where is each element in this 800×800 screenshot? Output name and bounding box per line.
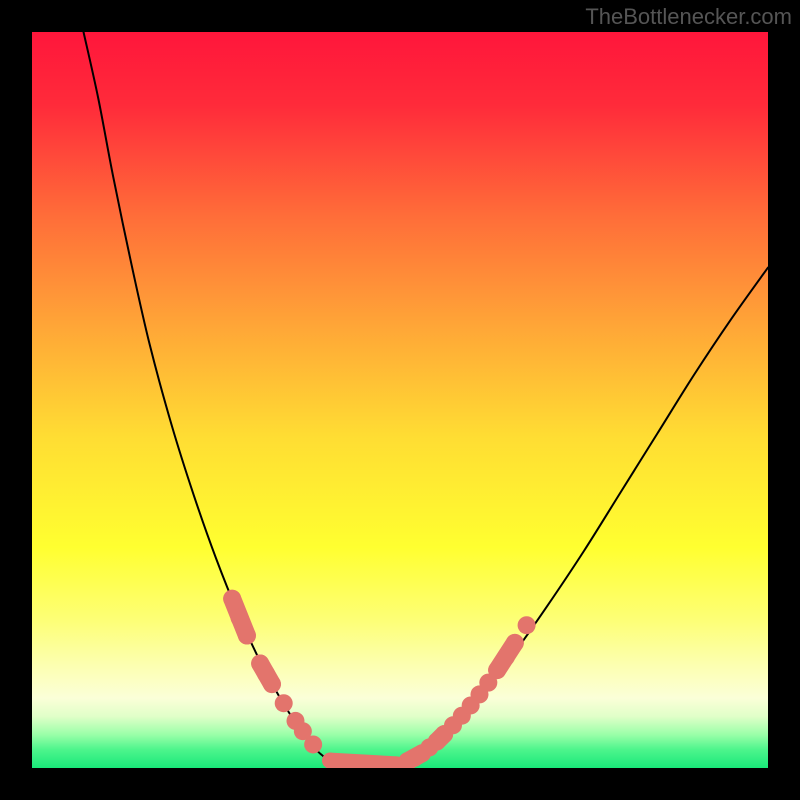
marker-dot	[231, 609, 249, 627]
plot-svg	[32, 32, 768, 768]
marker-dot	[304, 735, 322, 753]
marker-dot	[263, 675, 281, 693]
marker-dot	[223, 590, 241, 608]
plot-area	[32, 32, 768, 768]
marker-dot	[275, 694, 293, 712]
marker-dot	[238, 627, 256, 645]
gradient-background	[32, 32, 768, 768]
chart-container: TheBottlenecker.com	[0, 0, 800, 800]
marker-dot	[518, 616, 536, 634]
watermark-text: TheBottlenecker.com	[585, 4, 792, 30]
marker-dot	[506, 634, 524, 652]
